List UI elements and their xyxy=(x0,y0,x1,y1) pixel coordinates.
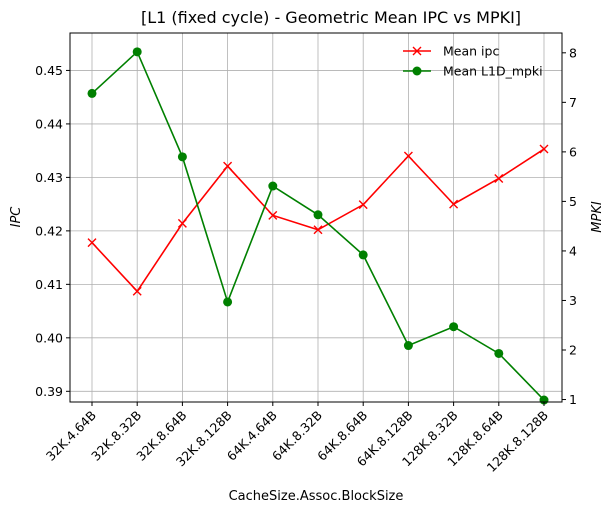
data-point xyxy=(268,210,278,220)
data-point xyxy=(358,200,368,210)
y-axis-ticks: 0.39 0.40 0.41 0.42 0.43 0.44 0.45 xyxy=(35,63,70,399)
data-point xyxy=(313,225,323,235)
y2-tick-label: 7 xyxy=(569,95,577,110)
data-point xyxy=(358,250,368,260)
x-axis-label: CacheSize.Assoc.BlockSize xyxy=(229,489,404,504)
plot-frame xyxy=(69,32,563,403)
y2-tick-label: 5 xyxy=(569,194,577,209)
data-point xyxy=(494,348,504,358)
data-point xyxy=(177,152,187,162)
data-point xyxy=(268,181,278,191)
data-point xyxy=(403,341,413,351)
y-tick-label: 0.44 xyxy=(35,116,63,131)
y2-tick-label: 3 xyxy=(569,293,577,308)
data-point xyxy=(132,286,142,296)
y2-tick-label: 1 xyxy=(569,392,577,407)
data-point xyxy=(87,238,97,248)
y2-tick-label: 4 xyxy=(569,243,577,258)
data-point xyxy=(132,47,142,57)
legend-label: Mean ipc xyxy=(443,44,499,59)
data-point xyxy=(449,199,459,209)
legend-label: Mean L1D_mpki xyxy=(443,64,543,79)
legend: Mean ipc Mean L1D_mpki xyxy=(403,44,543,79)
x-axis-ticks: 32K.4.64B32K.8.32B32K.8.64B32K.8.128B64K… xyxy=(43,402,551,475)
data-point xyxy=(403,151,413,161)
data-point xyxy=(87,88,97,98)
y2-tick-label: 6 xyxy=(569,144,577,159)
data-point xyxy=(223,297,233,307)
legend-item: Mean ipc xyxy=(403,44,499,59)
data-point xyxy=(494,173,504,183)
legend-item: Mean L1D_mpki xyxy=(403,64,543,79)
data-point xyxy=(177,218,187,228)
y-tick-label: 0.43 xyxy=(35,170,63,185)
data-point xyxy=(449,322,459,332)
series-0 xyxy=(87,144,549,296)
y2-tick-label: 2 xyxy=(569,342,577,357)
data-point xyxy=(223,161,233,171)
y-tick-label: 0.40 xyxy=(35,330,63,345)
y-tick-label: 0.45 xyxy=(35,63,63,78)
y-tick-label: 0.39 xyxy=(35,384,63,399)
y-tick-label: 0.41 xyxy=(35,277,63,292)
y-axis-label: IPC xyxy=(9,206,24,228)
y2-axis-ticks: 1 2 3 4 5 6 7 8 xyxy=(562,45,577,407)
legend-swatch-marker xyxy=(412,66,422,76)
y-tick-label: 0.42 xyxy=(35,223,63,238)
y2-axis-label: MPKI xyxy=(590,201,605,233)
data-point xyxy=(539,144,549,154)
legend-swatch-marker xyxy=(412,46,422,56)
y2-tick-label: 8 xyxy=(569,45,577,60)
chart-title: [L1 (fixed cycle) - Geometric Mean IPC v… xyxy=(141,8,521,27)
data-point xyxy=(313,210,323,220)
